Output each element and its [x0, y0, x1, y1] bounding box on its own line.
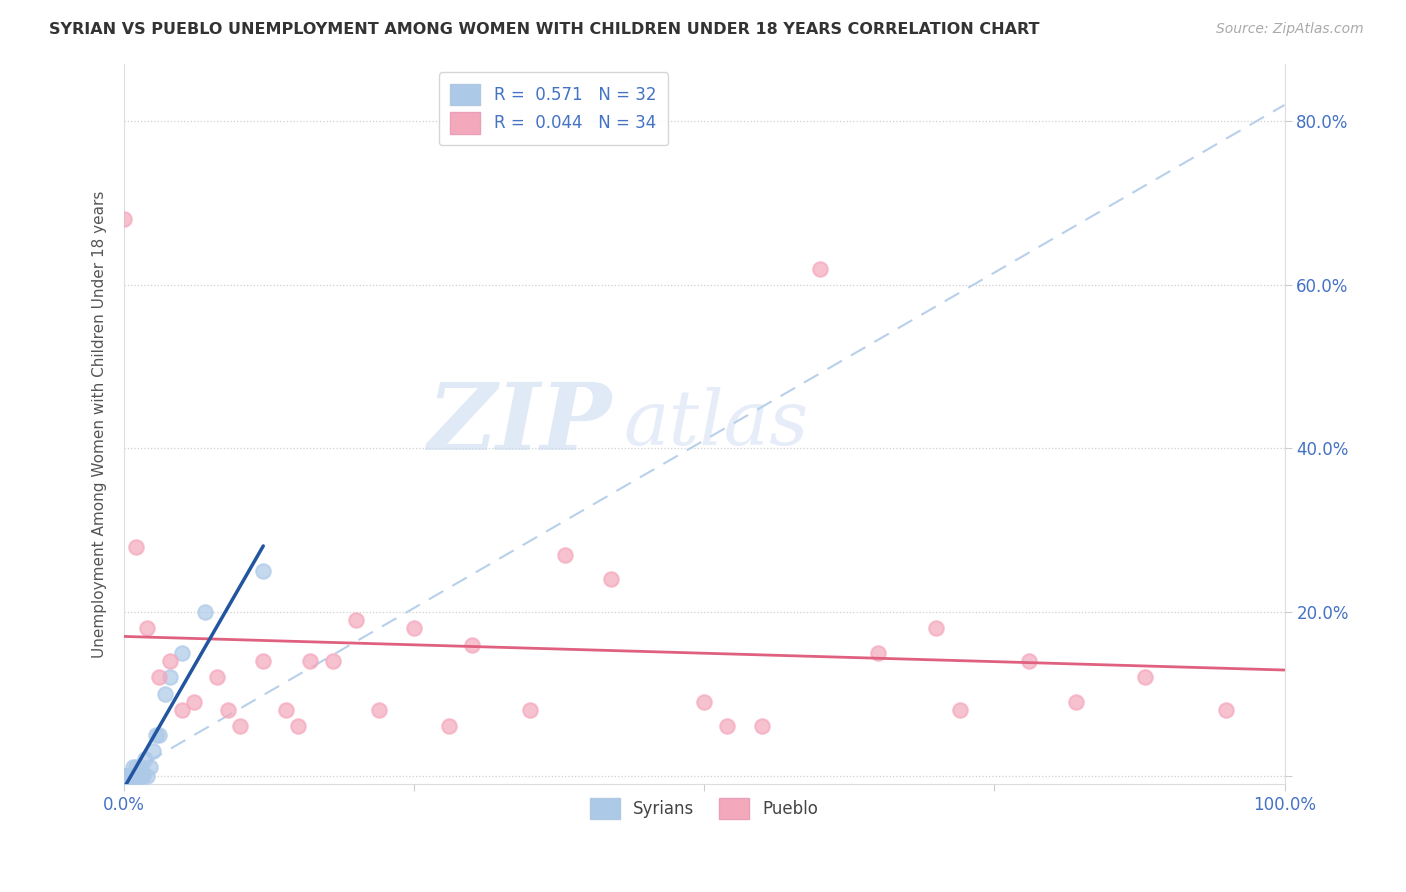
Point: [716, 719, 738, 733]
Point: [252, 564, 274, 578]
Point: [368, 703, 391, 717]
Point: [276, 703, 298, 717]
Point: [145, 728, 167, 742]
Point: [117, 768, 139, 782]
Point: [205, 670, 228, 684]
Point: [693, 695, 716, 709]
Point: [128, 768, 150, 782]
Text: Source: ZipAtlas.com: Source: ZipAtlas.com: [1216, 22, 1364, 37]
Point: [131, 768, 153, 782]
Point: [112, 768, 135, 782]
Point: [159, 670, 181, 684]
Point: [115, 768, 138, 782]
Point: [344, 613, 367, 627]
Point: [136, 768, 159, 782]
Point: [124, 760, 146, 774]
Point: [252, 654, 274, 668]
Point: [121, 768, 143, 782]
Point: [170, 646, 193, 660]
Point: [124, 768, 146, 782]
Point: [1064, 695, 1087, 709]
Point: [153, 687, 176, 701]
Point: [925, 621, 948, 635]
Point: [129, 768, 152, 782]
Point: [131, 768, 153, 782]
Point: [112, 768, 135, 782]
Point: [148, 728, 170, 742]
Point: [148, 670, 170, 684]
Point: [142, 744, 165, 758]
Point: [112, 768, 135, 782]
Point: [112, 768, 135, 782]
Point: [117, 768, 139, 782]
Point: [112, 768, 135, 782]
Point: [124, 768, 146, 782]
Point: [134, 752, 156, 766]
Y-axis label: Unemployment Among Women with Children Under 18 years: Unemployment Among Women with Children U…: [93, 190, 107, 657]
Point: [554, 548, 576, 562]
Point: [1018, 654, 1040, 668]
Point: [808, 261, 831, 276]
Point: [122, 760, 145, 774]
Point: [1135, 670, 1157, 684]
Point: [194, 605, 217, 619]
Point: [461, 638, 484, 652]
Point: [138, 760, 160, 774]
Point: [159, 654, 181, 668]
Point: [437, 719, 460, 733]
Point: [131, 760, 153, 774]
Point: [404, 621, 426, 635]
Point: [298, 654, 321, 668]
Point: [287, 719, 309, 733]
Point: [751, 719, 773, 733]
Point: [136, 621, 159, 635]
Point: [1215, 703, 1237, 717]
Point: [600, 572, 623, 586]
Point: [217, 703, 239, 717]
Point: [183, 695, 205, 709]
Text: atlas: atlas: [623, 387, 808, 461]
Text: ZIP: ZIP: [427, 379, 612, 469]
Point: [229, 719, 252, 733]
Text: SYRIAN VS PUEBLO UNEMPLOYMENT AMONG WOMEN WITH CHILDREN UNDER 18 YEARS CORRELATI: SYRIAN VS PUEBLO UNEMPLOYMENT AMONG WOME…: [49, 22, 1039, 37]
Point: [124, 540, 146, 554]
Point: [322, 654, 344, 668]
Point: [112, 212, 135, 227]
Point: [519, 703, 541, 717]
Point: [127, 768, 149, 782]
Point: [170, 703, 193, 717]
Point: [948, 703, 970, 717]
Point: [868, 646, 890, 660]
Point: [118, 768, 141, 782]
Legend: Syrians, Pueblo: Syrians, Pueblo: [583, 791, 825, 826]
Point: [120, 768, 142, 782]
